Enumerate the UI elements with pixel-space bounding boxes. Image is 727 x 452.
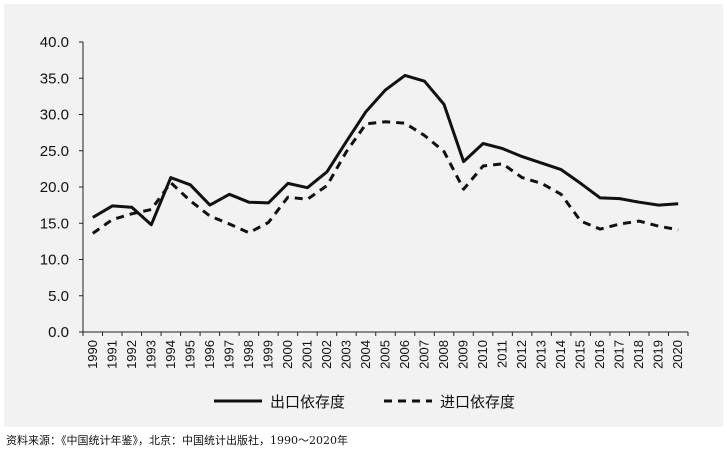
x-tick-label: 2007 bbox=[417, 340, 432, 369]
x-tick-label: 2018 bbox=[631, 340, 646, 369]
x-tick-label: 2015 bbox=[573, 340, 588, 369]
x-tick-label: 2006 bbox=[397, 340, 412, 369]
x-tick-label: 2005 bbox=[378, 340, 393, 369]
y-tick-label: 25.0 bbox=[40, 143, 69, 160]
x-tick-label: 1990 bbox=[85, 340, 100, 369]
x-tick-label: 2017 bbox=[612, 340, 627, 369]
x-tick-label: 1996 bbox=[202, 340, 217, 369]
y-tick-label: 30.0 bbox=[40, 107, 69, 124]
x-tick-label: 2013 bbox=[534, 340, 549, 369]
x-tick-label: 1991 bbox=[104, 340, 119, 369]
x-tick-label: 2014 bbox=[553, 340, 568, 369]
x-tick-label: 2008 bbox=[436, 340, 451, 369]
x-tick-label: 1995 bbox=[182, 340, 197, 369]
x-tick-label: 2010 bbox=[475, 340, 490, 369]
y-tick-label: 10.0 bbox=[40, 252, 69, 269]
x-tick-label: 2009 bbox=[456, 340, 471, 369]
x-tick-label: 2001 bbox=[299, 340, 314, 369]
x-tick-label: 1999 bbox=[260, 340, 275, 369]
x-tick-label: 2002 bbox=[319, 340, 334, 369]
y-tick-label: 15.0 bbox=[40, 215, 69, 232]
x-tick-label: 1997 bbox=[221, 340, 236, 369]
source-note: 资料来源：《中国统计年鉴》，北京：中国统计出版社，1990～2020年 bbox=[6, 434, 348, 447]
legend-label-export: 出口依存度 bbox=[270, 393, 345, 411]
x-tick-label: 2020 bbox=[670, 340, 685, 369]
x-tick-label: 2000 bbox=[280, 340, 295, 369]
x-tick-label: 1993 bbox=[143, 340, 158, 369]
y-tick-label: 35.0 bbox=[40, 70, 69, 87]
x-tick-label: 2003 bbox=[338, 340, 353, 369]
x-tick-label: 1998 bbox=[241, 340, 256, 369]
x-tick-label: 2019 bbox=[651, 340, 666, 369]
y-tick-label: 20.0 bbox=[40, 179, 69, 196]
export-dependency-line bbox=[92, 73, 679, 227]
y-tick-label: 40.0 bbox=[40, 34, 69, 51]
line-chart: 0.0 5.0 10.0 15.0 20.0 25.0 30.0 35.0 40.0 1990 19… bbox=[40, 34, 689, 411]
x-tick-label: 2011 bbox=[495, 340, 510, 368]
chart-panel: 0.0 5.0 10.0 15.0 20.0 25.0 30.0 35.0 40.0 1990 19… bbox=[4, 4, 723, 427]
x-tick-label: 1992 bbox=[124, 340, 139, 369]
x-tick-label: 2012 bbox=[514, 340, 529, 369]
x-tick-label: 1994 bbox=[163, 340, 178, 369]
import-dependency-line bbox=[91, 120, 679, 235]
legend-label-import: 进口依存度 bbox=[440, 393, 515, 411]
y-tick-label: 5.0 bbox=[48, 288, 69, 305]
y-tick-label: 0.0 bbox=[48, 324, 69, 341]
x-tick-label: 2004 bbox=[358, 340, 373, 369]
x-tick-label: 2016 bbox=[592, 340, 607, 369]
